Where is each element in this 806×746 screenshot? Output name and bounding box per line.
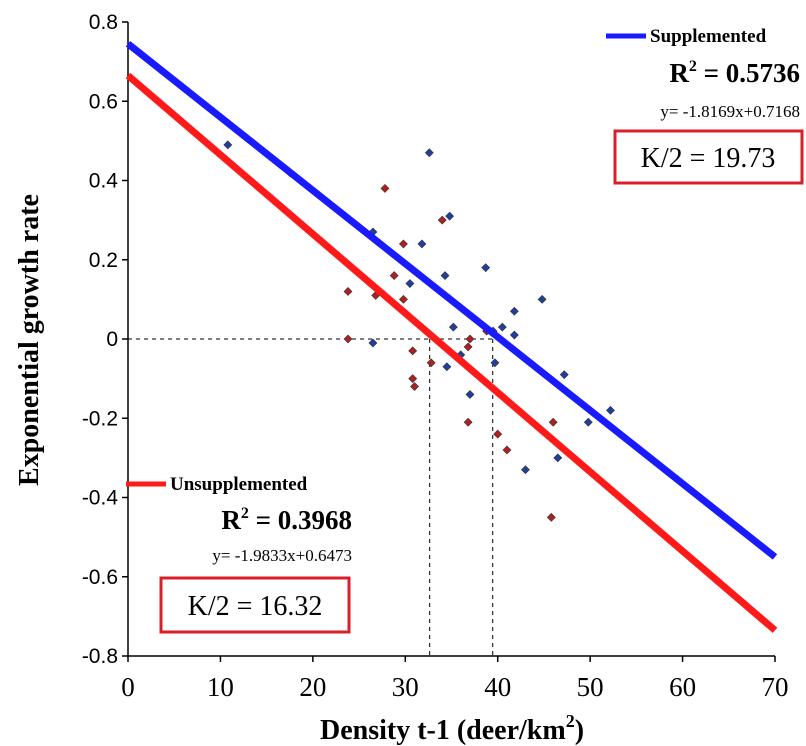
supplemented-point xyxy=(465,390,475,399)
y-tick-label: -0.6 xyxy=(82,566,118,589)
unsupplemented-point xyxy=(343,287,353,296)
supplemented-point xyxy=(509,306,519,316)
supplemented-point xyxy=(424,148,434,158)
supplemented-k-box xyxy=(613,129,804,185)
supplemented-point xyxy=(583,417,593,427)
supplemented-point xyxy=(537,294,547,304)
x-tick-label: 50 xyxy=(577,672,604,702)
unsupplemented-point xyxy=(389,271,399,281)
supplemented-point xyxy=(223,140,233,150)
y-axis-title: Exponential growth rate xyxy=(14,194,45,486)
data-points xyxy=(223,140,615,522)
unsupplemented-point xyxy=(548,417,558,427)
unsupplemented-r2: R2 = 0.3968 xyxy=(221,505,352,535)
unsupplemented-r2-label: R xyxy=(221,505,241,535)
unsupplemented-point xyxy=(343,334,353,344)
supplemented-point xyxy=(490,358,500,368)
supplemented-point xyxy=(606,405,615,415)
supplemented-r2-label: R xyxy=(669,58,689,88)
supplemented-point xyxy=(509,330,519,340)
supplemented-point xyxy=(559,370,569,380)
supplemented-point xyxy=(417,239,427,249)
x-tick-label: 20 xyxy=(299,672,326,702)
unsupplemented-point xyxy=(399,239,408,249)
x-axis-title-main: Density t-1 (deer/km xyxy=(320,715,566,746)
unsupplemented-point xyxy=(437,215,447,225)
x-tick-label: 0 xyxy=(121,672,135,702)
k-guide-lines xyxy=(128,338,494,656)
y-tick-label: -0.4 xyxy=(82,487,119,510)
y-tick-label: 0.4 xyxy=(89,170,119,193)
unsupplemented-r2-value: = 0.3968 xyxy=(249,505,352,535)
supplemented-point xyxy=(521,465,530,475)
axis-ticks: -0.8 -0.6 -0.4 -0.2 0 0.2 0.4 0.6 0.8 0 10 20 30 40 50… xyxy=(82,11,789,702)
unsupplemented-point xyxy=(463,417,473,427)
unsupplemented-point xyxy=(426,358,436,368)
y-tick-label: 0.2 xyxy=(89,249,118,272)
supplemented-regression-line xyxy=(125,41,778,560)
legend-supplemented: Supplemented R2 = 0.5736 y= -1.8169x+0.7… xyxy=(606,26,804,185)
legend-unsupplemented: Unsupplemented R2 = 0.3968 y= -1.9833x+0… xyxy=(126,474,352,634)
supplemented-point xyxy=(448,322,458,332)
legend-supplemented-label: Supplemented xyxy=(650,26,767,47)
unsupplemented-k-box xyxy=(159,576,351,634)
x-tick-label: 60 xyxy=(669,672,696,702)
unsupplemented-point xyxy=(493,429,503,439)
unsupplemented-regression-line xyxy=(125,72,778,633)
x-axis-title-suffix: ) xyxy=(575,715,584,746)
unsupplemented-point xyxy=(546,512,556,522)
supplemented-point xyxy=(553,453,563,463)
unsupplemented-point xyxy=(463,342,473,352)
unsupplemented-point xyxy=(380,184,390,193)
supplemented-point xyxy=(442,362,452,372)
x-axis-title: Density t-1 (deer/km2) xyxy=(320,711,584,746)
supplemented-point xyxy=(440,271,450,281)
supplemented-point xyxy=(405,279,415,288)
x-tick-label: 70 xyxy=(762,672,789,702)
unsupplemented-point xyxy=(502,445,512,455)
unsupplemented-equation: y= -1.9833x+0.6473 xyxy=(212,546,352,565)
regression-lines xyxy=(125,41,778,633)
supplemented-point xyxy=(497,322,507,332)
x-tick-label: 40 xyxy=(484,672,511,702)
y-tick-label: 0.6 xyxy=(89,90,118,113)
unsupplemented-point xyxy=(408,374,418,384)
y-tick-label: 0.8 xyxy=(89,11,118,34)
legend-unsupplemented-label: Unsupplemented xyxy=(170,474,308,495)
unsupplemented-point xyxy=(410,382,419,391)
x-axis-title-sup: 2 xyxy=(566,711,575,731)
supplemented-point xyxy=(445,211,455,221)
supplemented-r2-value: = 0.5736 xyxy=(697,58,800,88)
y-tick-label: -0.8 xyxy=(82,645,118,668)
y-tick-label: 0 xyxy=(106,328,118,351)
x-tick-label: 30 xyxy=(392,672,419,702)
supplemented-r2-sup: 2 xyxy=(689,58,697,75)
unsupplemented-point xyxy=(465,334,475,344)
unsupplemented-k-label: K/2 = 16.32 xyxy=(188,591,323,622)
supplemented-r2: R2 = 0.5736 xyxy=(669,58,800,88)
x-tick-label: 10 xyxy=(207,672,234,702)
supplemented-equation: y= -1.8169x+0.7168 xyxy=(660,102,800,121)
supplemented-k-label: K/2 = 19.73 xyxy=(641,143,776,174)
supplemented-point xyxy=(368,338,378,348)
unsupplemented-r2-sup: 2 xyxy=(241,505,249,522)
unsupplemented-point xyxy=(399,294,408,304)
y-tick-label: -0.2 xyxy=(82,407,118,430)
unsupplemented-point xyxy=(408,346,418,356)
supplemented-point xyxy=(481,263,491,273)
